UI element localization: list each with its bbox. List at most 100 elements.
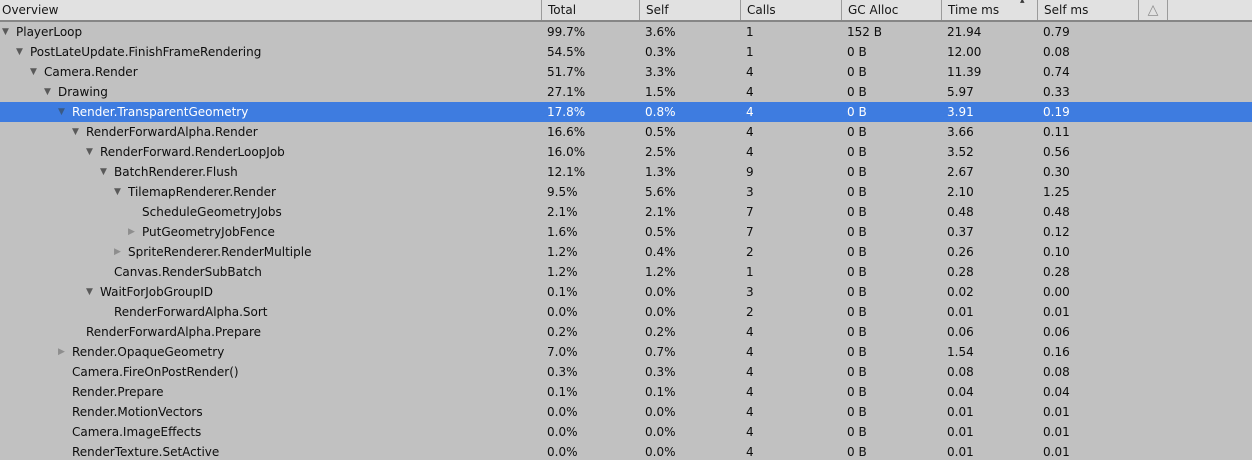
column-header-self-ms[interactable]: Self ms [1037, 0, 1138, 20]
row-label: RenderForwardAlpha.Sort [114, 305, 268, 319]
table-row[interactable]: ▼ Drawing 27.1% 1.5% 4 0 B 5.97 0.33 [0, 82, 1252, 102]
cell-total: 0.1% [547, 385, 578, 399]
column-header-row: Overview Total Self Calls GC Alloc Time … [0, 0, 1252, 22]
table-row[interactable]: RenderTexture.SetActive 0.0% 0.0% 4 0 B … [0, 442, 1252, 460]
table-row[interactable]: ▼ PlayerLoop 99.7% 3.6% 1 152 B 21.94 0.… [0, 22, 1252, 42]
cell-function-name: ▼ BatchRenderer.Flush [0, 162, 541, 182]
cell-gc-alloc: 0 B [847, 185, 867, 199]
cell-calls: 3 [746, 185, 754, 199]
cell-calls: 4 [746, 445, 754, 459]
row-label: Render.OpaqueGeometry [72, 345, 225, 359]
column-header-time-ms[interactable]: Time ms ▴ [941, 0, 1037, 20]
cell-time-ms: 0.01 [947, 445, 974, 459]
column-header-gc-alloc[interactable]: GC Alloc [841, 0, 941, 20]
cell-calls: 4 [746, 65, 754, 79]
cell-time-ms: 0.26 [947, 245, 974, 259]
cell-time-ms: 21.94 [947, 25, 982, 39]
table-row[interactable]: ▼ BatchRenderer.Flush 12.1% 1.3% 9 0 B 2… [0, 162, 1252, 182]
cell-self-ms: 1.25 [1043, 185, 1070, 199]
cell-time-ms: 0.04 [947, 385, 974, 399]
cell-self-ms: 0.79 [1043, 25, 1070, 39]
foldout-arrow-icon[interactable]: ▼ [100, 167, 107, 177]
foldout-arrow-icon[interactable]: ▼ [58, 107, 65, 117]
table-row[interactable]: ▶ PutGeometryJobFence 1.6% 0.5% 7 0 B 0.… [0, 222, 1252, 242]
table-row[interactable]: Camera.ImageEffects 0.0% 0.0% 4 0 B 0.01… [0, 422, 1252, 442]
cell-gc-alloc: 0 B [847, 85, 867, 99]
row-label: PostLateUpdate.FinishFrameRendering [30, 45, 262, 59]
cell-self-ms: 0.19 [1043, 105, 1070, 119]
cell-time-ms: 0.06 [947, 325, 974, 339]
cell-time-ms: 12.00 [947, 45, 982, 59]
cell-gc-alloc: 0 B [847, 345, 867, 359]
table-row[interactable]: ▶ Render.OpaqueGeometry 7.0% 0.7% 4 0 B … [0, 342, 1252, 362]
cell-function-name: Camera.FireOnPostRender() [0, 362, 541, 382]
column-header-self[interactable]: Self [639, 0, 740, 20]
table-row[interactable]: ▼ WaitForJobGroupID 0.1% 0.0% 3 0 B 0.02… [0, 282, 1252, 302]
cell-gc-alloc: 0 B [847, 45, 867, 59]
cell-calls: 4 [746, 145, 754, 159]
cell-function-name: ▼ WaitForJobGroupID [0, 282, 541, 302]
foldout-arrow-icon[interactable]: ▶ [58, 347, 65, 357]
table-row[interactable]: ▼ Camera.Render 51.7% 3.3% 4 0 B 11.39 0… [0, 62, 1252, 82]
foldout-arrow-icon[interactable]: ▼ [86, 287, 93, 297]
cell-self-ms: 0.74 [1043, 65, 1070, 79]
row-label: Render.Prepare [72, 385, 164, 399]
row-label: Render.TransparentGeometry [72, 105, 249, 119]
cell-self: 0.0% [645, 285, 676, 299]
table-row[interactable]: ▼ TilemapRenderer.Render 9.5% 5.6% 3 0 B… [0, 182, 1252, 202]
cell-self: 5.6% [645, 185, 676, 199]
table-row[interactable]: Render.Prepare 0.1% 0.1% 4 0 B 0.04 0.04 [0, 382, 1252, 402]
cell-function-name: ▼ PostLateUpdate.FinishFrameRendering [0, 42, 541, 62]
table-row[interactable]: Canvas.RenderSubBatch 1.2% 1.2% 1 0 B 0.… [0, 262, 1252, 282]
table-row[interactable]: Render.MotionVectors 0.0% 0.0% 4 0 B 0.0… [0, 402, 1252, 422]
cell-gc-alloc: 0 B [847, 65, 867, 79]
cell-function-name: ▶ PutGeometryJobFence [0, 222, 541, 242]
column-header-total[interactable]: Total [541, 0, 639, 20]
row-label: Canvas.RenderSubBatch [114, 265, 262, 279]
foldout-arrow-icon[interactable]: ▶ [128, 227, 135, 237]
table-row[interactable]: RenderForwardAlpha.Sort 0.0% 0.0% 2 0 B … [0, 302, 1252, 322]
column-header-overview[interactable]: Overview [2, 3, 59, 17]
table-row[interactable]: ScheduleGeometryJobs 2.1% 2.1% 7 0 B 0.4… [0, 202, 1252, 222]
cell-self-ms: 0.01 [1043, 405, 1070, 419]
foldout-arrow-icon[interactable]: ▼ [86, 147, 93, 157]
cell-calls: 4 [746, 85, 754, 99]
cell-calls: 4 [746, 405, 754, 419]
foldout-arrow-icon[interactable]: ▼ [72, 127, 79, 137]
foldout-arrow-icon[interactable]: ▼ [44, 87, 51, 97]
cell-total: 0.1% [547, 285, 578, 299]
cell-calls: 2 [746, 245, 754, 259]
column-header-warnings[interactable]: △ [1138, 0, 1168, 20]
table-row[interactable]: Camera.FireOnPostRender() 0.3% 0.3% 4 0 … [0, 362, 1252, 382]
cell-self-ms: 0.01 [1043, 305, 1070, 319]
cell-function-name: Render.Prepare [0, 382, 541, 402]
cell-self-ms: 0.33 [1043, 85, 1070, 99]
cell-gc-alloc: 0 B [847, 425, 867, 439]
column-header-filler [1168, 0, 1252, 20]
table-row[interactable]: ▶ SpriteRenderer.RenderMultiple 1.2% 0.4… [0, 242, 1252, 262]
cell-self: 2.1% [645, 205, 676, 219]
cell-gc-alloc: 0 B [847, 265, 867, 279]
table-row[interactable]: ▼ Render.TransparentGeometry 17.8% 0.8% … [0, 102, 1252, 122]
cell-calls: 4 [746, 385, 754, 399]
cell-self: 1.3% [645, 165, 676, 179]
table-row[interactable]: ▼ RenderForward.RenderLoopJob 16.0% 2.5%… [0, 142, 1252, 162]
cell-self-ms: 0.16 [1043, 345, 1070, 359]
foldout-arrow-icon[interactable]: ▼ [114, 187, 121, 197]
foldout-arrow-icon[interactable]: ▼ [2, 27, 9, 37]
cell-gc-alloc: 0 B [847, 125, 867, 139]
cell-total: 9.5% [547, 185, 578, 199]
table-row[interactable]: ▼ PostLateUpdate.FinishFrameRendering 54… [0, 42, 1252, 62]
foldout-arrow-icon[interactable]: ▶ [114, 247, 121, 257]
table-row[interactable]: RenderForwardAlpha.Prepare 0.2% 0.2% 4 0… [0, 322, 1252, 342]
cell-self: 0.7% [645, 345, 676, 359]
cell-total: 7.0% [547, 345, 578, 359]
cell-self: 0.3% [645, 365, 676, 379]
column-header-calls[interactable]: Calls [740, 0, 841, 20]
foldout-arrow-icon[interactable]: ▼ [16, 47, 23, 57]
table-row[interactable]: ▼ RenderForwardAlpha.Render 16.6% 0.5% 4… [0, 122, 1252, 142]
foldout-arrow-icon[interactable]: ▼ [30, 67, 37, 77]
cell-function-name: Canvas.RenderSubBatch [0, 262, 541, 282]
cell-total: 27.1% [547, 85, 586, 99]
cell-total: 0.0% [547, 405, 578, 419]
